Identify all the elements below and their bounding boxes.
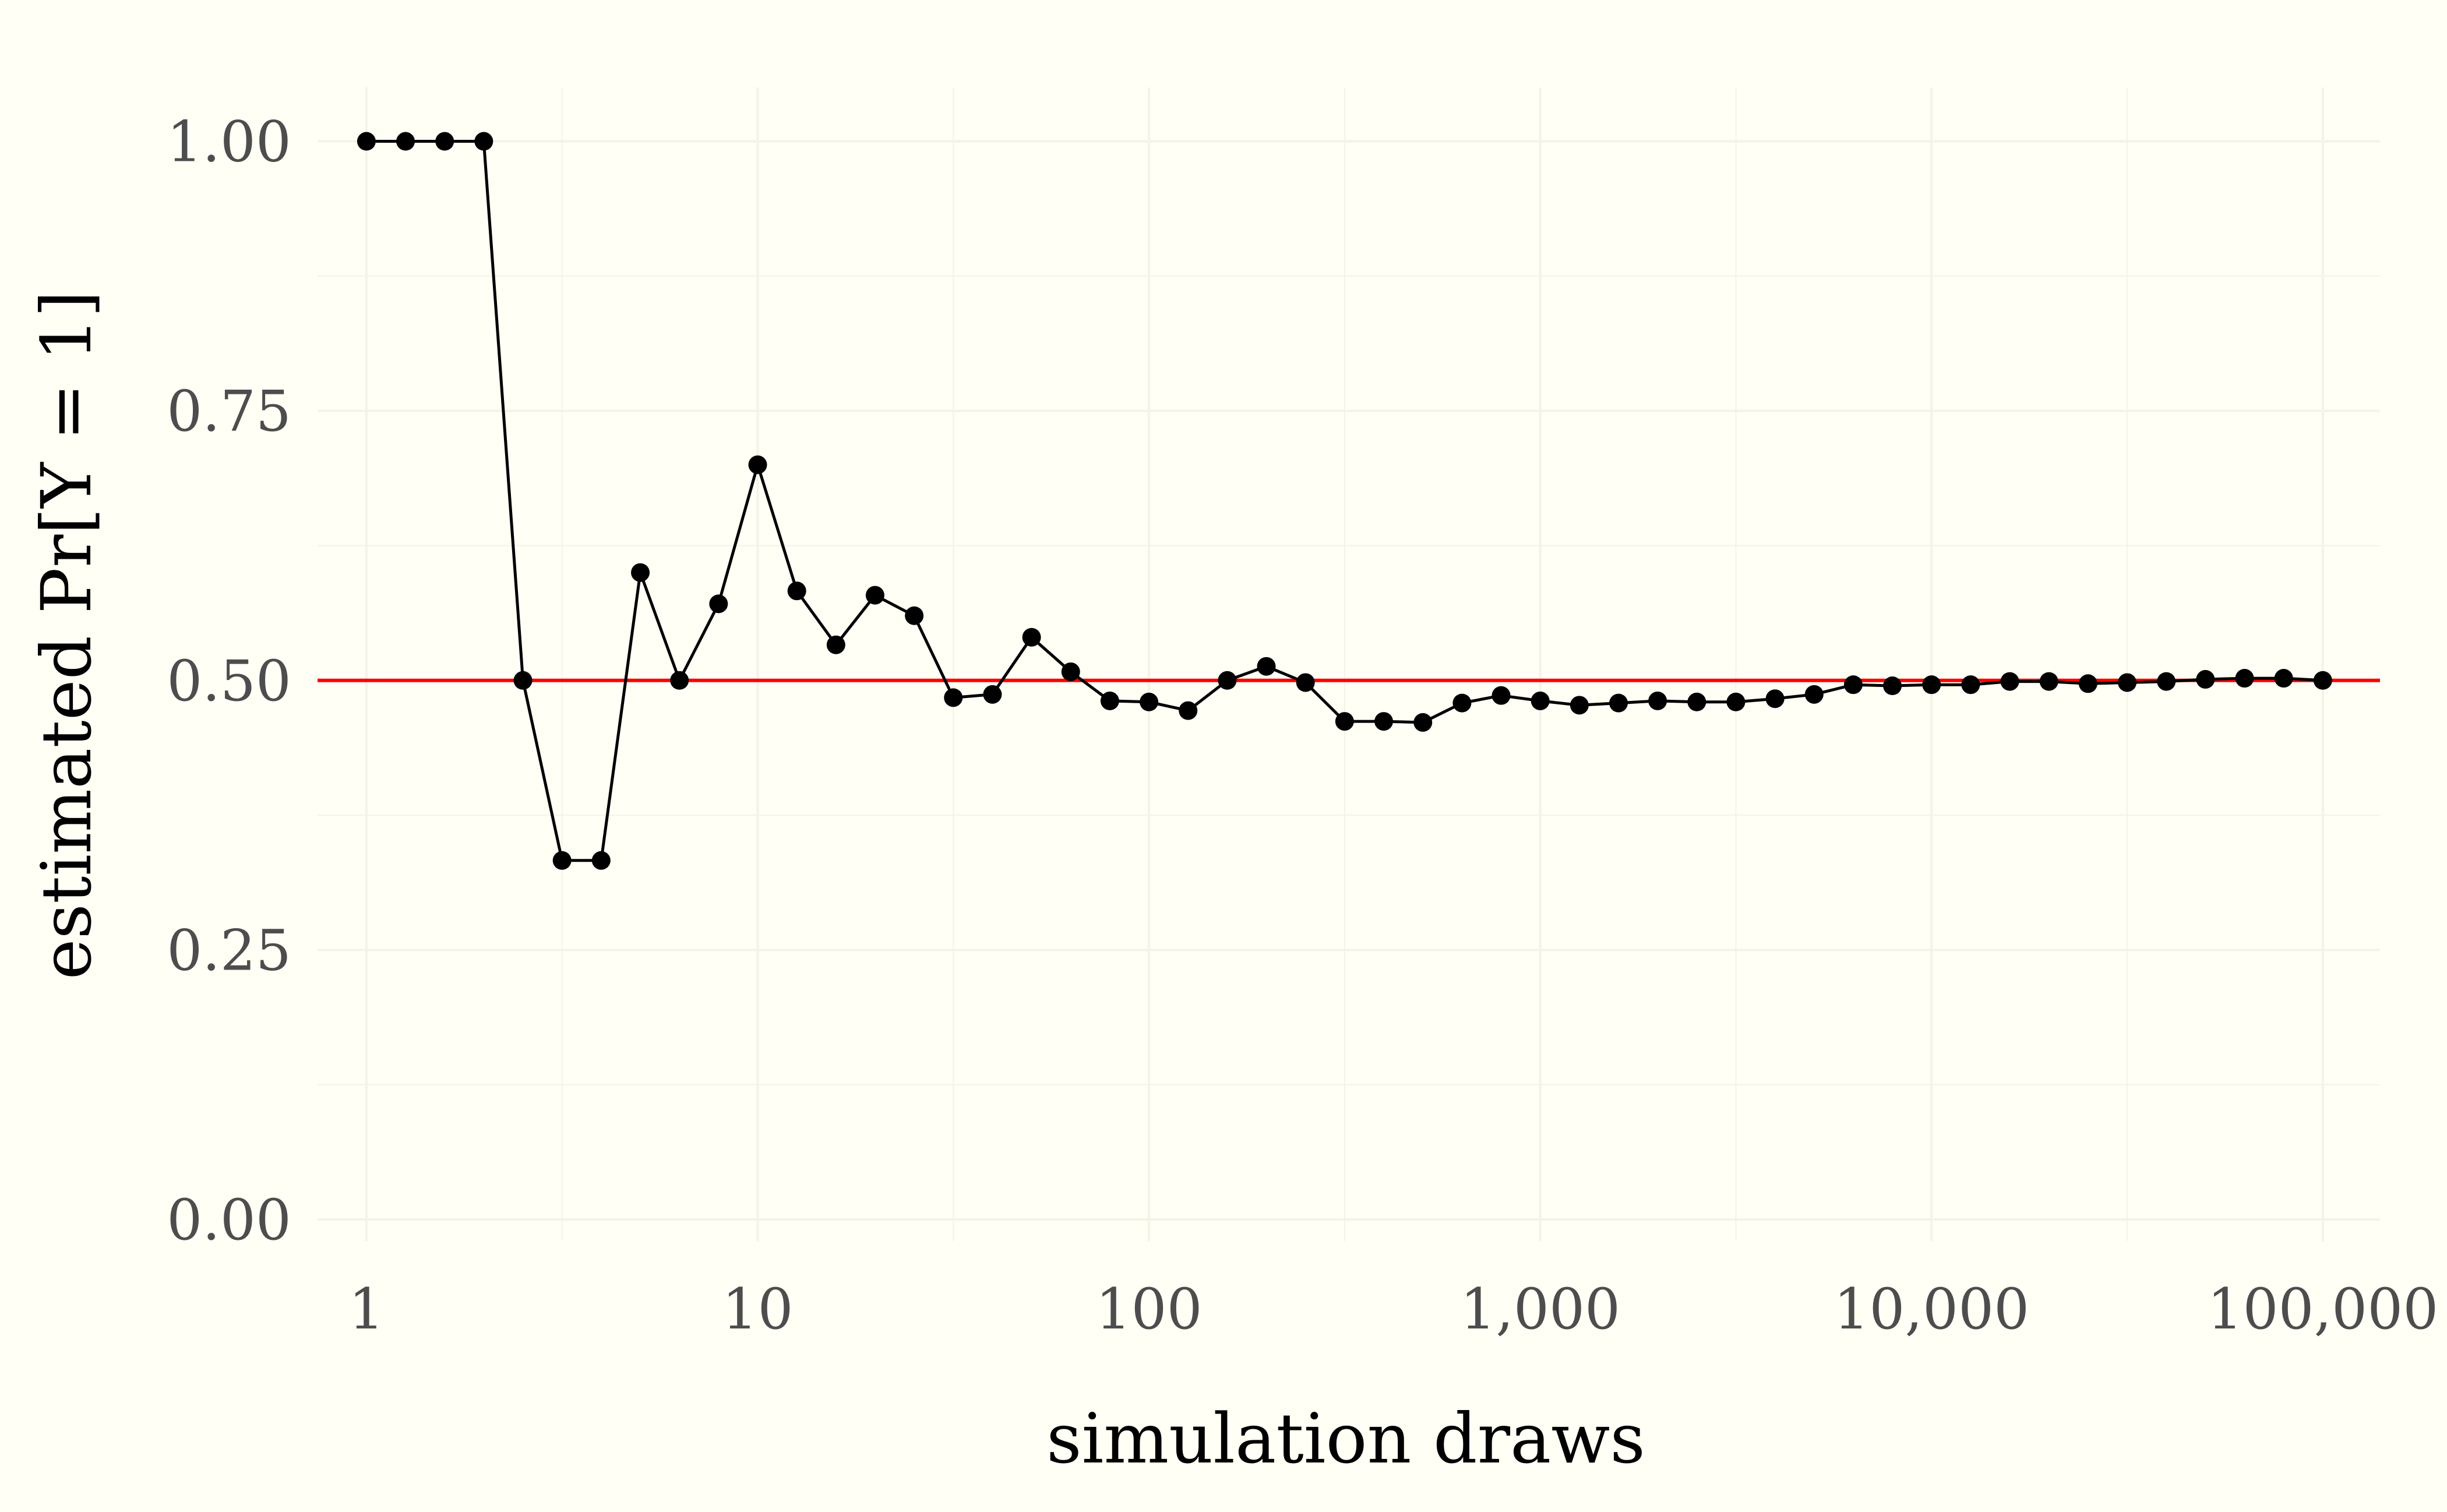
data-point (1609, 693, 1628, 713)
data-point (1022, 628, 1041, 647)
data-point (944, 688, 963, 707)
data-point (2235, 669, 2254, 688)
y-tick-label: 1.00 (167, 110, 291, 175)
data-point (1765, 689, 1785, 709)
data-point (1922, 675, 1941, 695)
data-point (1140, 692, 1159, 711)
data-point (2118, 673, 2137, 692)
tick-labels: 1 10 100 1,000 10,000 100,000 0.00 0.25 0.50 0.75… (167, 110, 2438, 1342)
data-point (591, 851, 611, 870)
data-point (905, 606, 924, 625)
x-tick-label: 100 (1095, 1277, 1202, 1342)
data-point (1374, 712, 1394, 731)
x-tick-label: 10,000 (1834, 1277, 2029, 1342)
data-point (2196, 669, 2215, 689)
data-point (983, 685, 1002, 704)
series (357, 132, 2332, 870)
data-point (1687, 692, 1706, 711)
data-point (396, 132, 415, 151)
x-axis-title: simulation draws (1046, 1398, 1645, 1479)
data-point (435, 132, 454, 151)
data-point (826, 635, 845, 654)
data-point (631, 563, 650, 582)
x-tick-label: 100,000 (2207, 1277, 2438, 1342)
data-point (357, 132, 376, 151)
data-point (1061, 662, 1080, 681)
data-point (1100, 691, 1119, 710)
data-point (513, 671, 533, 690)
data-point (2157, 672, 2176, 691)
data-point (670, 671, 689, 690)
data-point (748, 455, 767, 474)
data-point (1296, 673, 1315, 692)
data-point (552, 851, 572, 870)
data-point (1804, 685, 1824, 704)
data-point (1570, 696, 1589, 715)
data-point (2039, 672, 2058, 691)
data-point (474, 132, 493, 151)
data-point (1531, 691, 1550, 710)
x-tick-label: 1 (348, 1277, 384, 1342)
y-tick-label: 0.75 (167, 379, 291, 444)
data-point (1179, 701, 1198, 720)
x-tick-label: 1,000 (1460, 1277, 1620, 1342)
y-tick-label: 0.50 (167, 648, 291, 714)
data-point (865, 586, 884, 605)
data-point (1492, 686, 1511, 705)
data-point (2313, 671, 2332, 690)
data-point (787, 581, 806, 601)
data-point (1961, 675, 1980, 695)
data-point (709, 594, 728, 614)
data-point (1452, 693, 1472, 713)
data-point (1413, 713, 1433, 732)
data-point (1883, 676, 1902, 696)
x-tick-label: 10 (722, 1277, 793, 1342)
data-point (1648, 691, 1667, 710)
data-point (1257, 657, 1276, 676)
data-point (2000, 672, 2019, 691)
y-axis-title: estimated Pr[Y = 1] (26, 291, 107, 980)
data-point (1218, 671, 1237, 690)
data-point (1726, 692, 1746, 711)
y-tick-label: 0.25 (167, 918, 291, 983)
data-point (1335, 712, 1354, 731)
data-point (2078, 674, 2097, 693)
y-tick-label: 0.00 (167, 1187, 291, 1253)
data-point (2274, 669, 2293, 688)
data-point (1843, 675, 1863, 695)
